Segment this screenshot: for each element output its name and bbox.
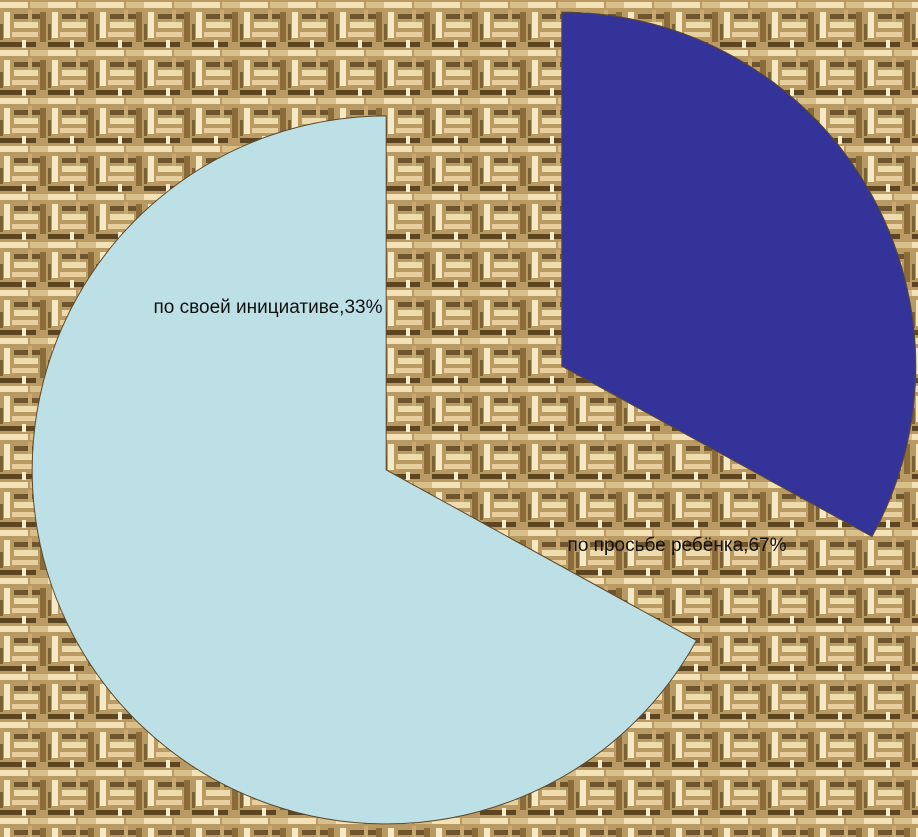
pie-data-labels: по своей инициативе,33% по просьбе ребёнк…	[154, 297, 787, 556]
data-label-2: по просьбе ребёнка,67%	[568, 535, 787, 556]
pie-slices	[31, 11, 917, 825]
pie-slice-2	[31, 115, 698, 825]
data-label-1: по своей инициативе,33%	[154, 297, 383, 318]
pie-slice-1	[561, 11, 917, 538]
